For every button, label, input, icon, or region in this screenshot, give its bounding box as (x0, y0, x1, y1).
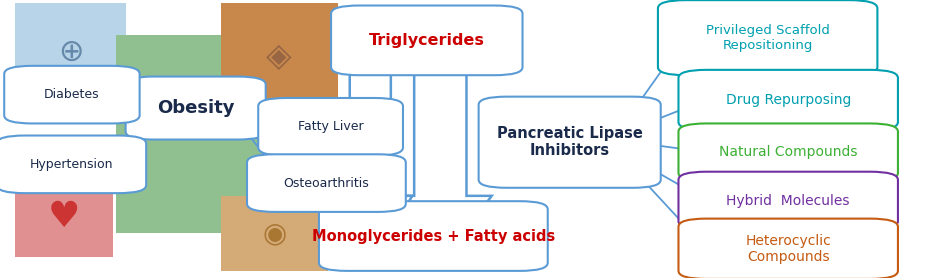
FancyBboxPatch shape (678, 172, 898, 229)
FancyBboxPatch shape (258, 98, 403, 156)
Text: Obesity: Obesity (157, 99, 235, 117)
Text: Drug Repurposing: Drug Repurposing (726, 93, 851, 107)
Text: Pancreatic Lipase
Inhibitors: Pancreatic Lipase Inhibitors (497, 126, 642, 158)
Text: Diabetes: Diabetes (44, 88, 100, 101)
Text: Hypertension: Hypertension (29, 158, 113, 171)
FancyBboxPatch shape (479, 97, 661, 188)
Text: Natural Compounds: Natural Compounds (719, 145, 858, 159)
FancyBboxPatch shape (220, 196, 329, 271)
Polygon shape (389, 15, 492, 264)
Text: ◈: ◈ (266, 40, 292, 73)
Text: Osteoarthritis: Osteoarthritis (283, 177, 370, 190)
FancyBboxPatch shape (658, 0, 878, 75)
Text: ◉: ◉ (263, 219, 287, 247)
FancyBboxPatch shape (678, 70, 898, 130)
Polygon shape (329, 15, 412, 264)
Text: Heterocyclic
Compounds: Heterocyclic Compounds (746, 234, 831, 264)
FancyBboxPatch shape (247, 154, 406, 212)
FancyBboxPatch shape (0, 135, 146, 193)
FancyBboxPatch shape (331, 6, 522, 75)
FancyBboxPatch shape (125, 76, 266, 140)
Text: Hybrid  Molecules: Hybrid Molecules (727, 193, 850, 207)
FancyBboxPatch shape (220, 3, 337, 110)
FancyBboxPatch shape (678, 123, 898, 181)
Text: Privileged Scaffold
Repositioning: Privileged Scaffold Repositioning (706, 24, 829, 52)
Text: Triglycerides: Triglycerides (369, 33, 484, 48)
Text: Fatty Liver: Fatty Liver (297, 120, 364, 133)
FancyBboxPatch shape (15, 3, 125, 102)
Text: ♥: ♥ (48, 200, 80, 234)
FancyBboxPatch shape (4, 66, 140, 123)
FancyBboxPatch shape (116, 35, 279, 233)
Text: ⊕: ⊕ (58, 38, 84, 67)
FancyBboxPatch shape (15, 177, 113, 257)
FancyBboxPatch shape (319, 201, 548, 271)
Text: Monoglycerides + Fatty acids: Monoglycerides + Fatty acids (312, 229, 555, 244)
FancyBboxPatch shape (678, 219, 898, 278)
